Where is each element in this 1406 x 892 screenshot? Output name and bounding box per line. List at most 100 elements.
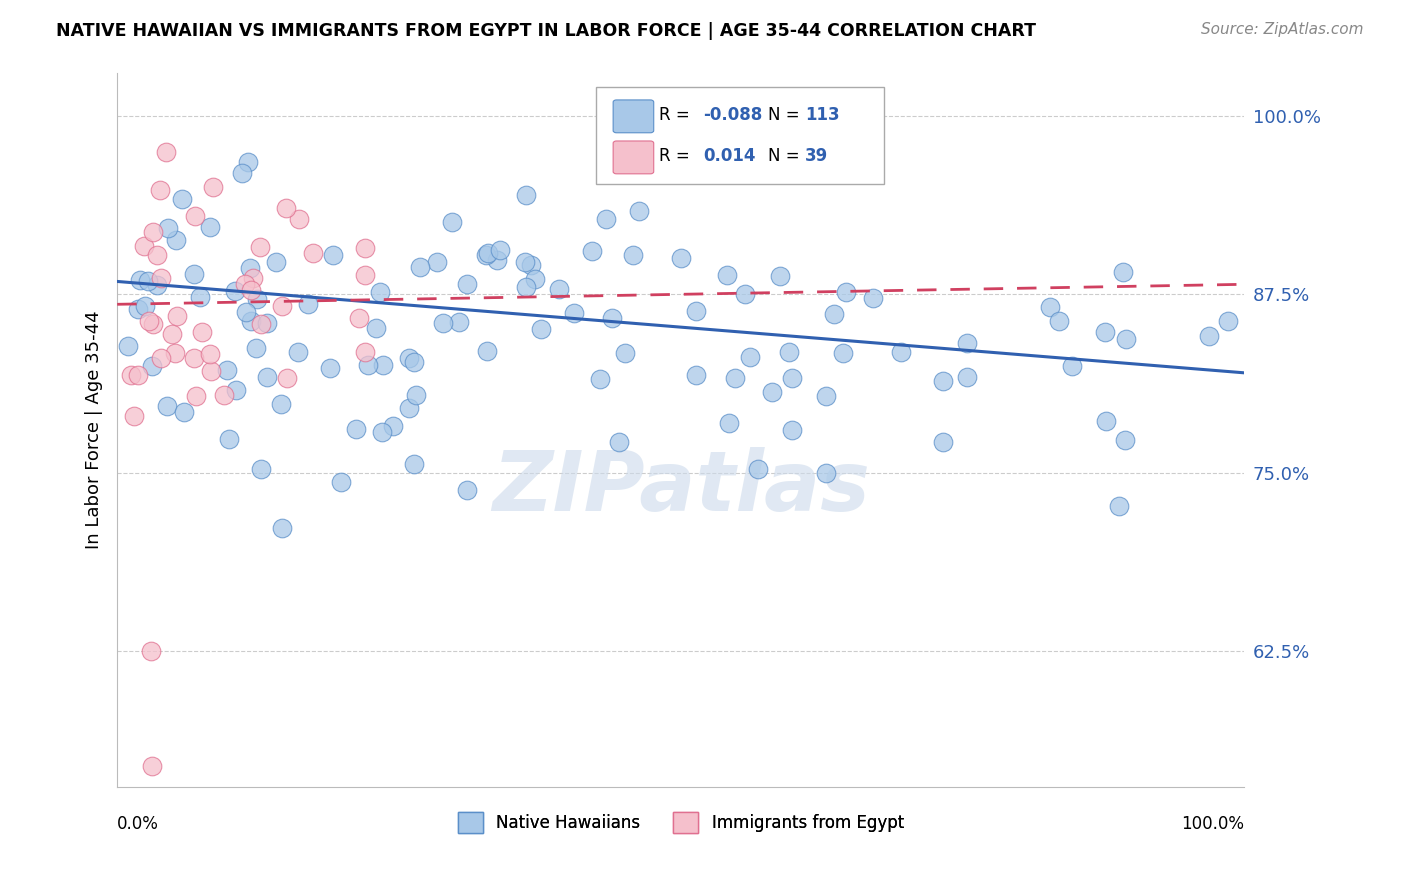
Point bbox=[138, 314, 160, 328]
Point bbox=[198, 347, 221, 361]
Point bbox=[183, 351, 205, 365]
Point bbox=[581, 244, 603, 259]
Point bbox=[614, 345, 637, 359]
Point bbox=[117, 339, 139, 353]
Point bbox=[717, 417, 740, 431]
Point bbox=[186, 389, 208, 403]
FancyBboxPatch shape bbox=[613, 141, 654, 174]
Text: 100.0%: 100.0% bbox=[1181, 815, 1244, 833]
Point bbox=[242, 271, 264, 285]
Point bbox=[782, 371, 804, 385]
Point bbox=[354, 268, 377, 282]
Point bbox=[382, 419, 405, 434]
Point bbox=[231, 166, 253, 180]
Text: R =: R = bbox=[659, 106, 696, 124]
Point bbox=[524, 271, 547, 285]
Point bbox=[515, 279, 537, 293]
Point bbox=[426, 255, 449, 269]
Point bbox=[398, 401, 420, 416]
Point bbox=[1094, 326, 1116, 340]
Point bbox=[240, 314, 263, 328]
Point bbox=[136, 274, 159, 288]
Point bbox=[368, 285, 391, 299]
Point bbox=[129, 273, 152, 287]
Point bbox=[547, 282, 569, 296]
Point bbox=[287, 211, 309, 226]
Point bbox=[562, 306, 585, 320]
Point bbox=[149, 271, 172, 285]
Point bbox=[515, 187, 537, 202]
Point bbox=[200, 219, 222, 234]
Point bbox=[609, 434, 631, 449]
Point bbox=[778, 345, 800, 359]
Point bbox=[249, 317, 271, 331]
Point bbox=[217, 362, 239, 376]
Point bbox=[149, 183, 172, 197]
Point bbox=[173, 405, 195, 419]
Point bbox=[354, 344, 377, 359]
Point bbox=[150, 351, 173, 365]
Text: 39: 39 bbox=[804, 147, 828, 165]
Point bbox=[134, 299, 156, 313]
Point bbox=[589, 372, 612, 386]
Point bbox=[814, 466, 837, 480]
Point bbox=[780, 423, 803, 437]
Point bbox=[1114, 433, 1136, 447]
Text: NATIVE HAWAIIAN VS IMMIGRANTS FROM EGYPT IN LABOR FORCE | AGE 35-44 CORRELATION : NATIVE HAWAIIAN VS IMMIGRANTS FROM EGYPT… bbox=[56, 22, 1036, 40]
Point bbox=[402, 457, 425, 471]
Point bbox=[344, 422, 367, 436]
Point bbox=[1108, 499, 1130, 513]
Point bbox=[956, 336, 979, 351]
Point bbox=[139, 644, 162, 658]
Point bbox=[685, 368, 707, 382]
Point bbox=[236, 155, 259, 169]
Point bbox=[955, 370, 977, 384]
Point bbox=[120, 368, 142, 383]
Point bbox=[513, 255, 536, 269]
Point bbox=[157, 221, 180, 235]
Point bbox=[371, 425, 394, 439]
Point bbox=[322, 248, 344, 262]
Point bbox=[256, 316, 278, 330]
Text: 0.014: 0.014 bbox=[703, 147, 756, 165]
Point bbox=[761, 384, 783, 399]
Point bbox=[142, 317, 165, 331]
Point bbox=[287, 345, 309, 359]
Point bbox=[740, 351, 762, 365]
Point bbox=[183, 267, 205, 281]
Point bbox=[349, 310, 371, 325]
Point bbox=[124, 409, 146, 423]
Point bbox=[271, 299, 294, 313]
Point bbox=[270, 521, 292, 535]
Point bbox=[815, 389, 838, 403]
Point bbox=[475, 344, 498, 359]
Point bbox=[1112, 265, 1135, 279]
Point bbox=[747, 462, 769, 476]
Point bbox=[832, 346, 855, 360]
Point bbox=[141, 758, 163, 772]
Point bbox=[1047, 313, 1070, 327]
Point bbox=[432, 316, 454, 330]
Point bbox=[270, 397, 292, 411]
Point bbox=[373, 358, 395, 372]
Point bbox=[595, 212, 617, 227]
Point bbox=[671, 251, 693, 265]
Point bbox=[201, 180, 224, 194]
Point bbox=[621, 248, 644, 262]
Text: 0.0%: 0.0% bbox=[117, 815, 159, 833]
Point bbox=[170, 192, 193, 206]
Point bbox=[330, 475, 353, 489]
Point bbox=[141, 225, 163, 239]
Point bbox=[456, 277, 478, 291]
Text: Source: ZipAtlas.com: Source: ZipAtlas.com bbox=[1201, 22, 1364, 37]
Legend: Native Hawaiians, Immigrants from Egypt: Native Hawaiians, Immigrants from Egypt bbox=[451, 805, 911, 839]
Point bbox=[1060, 359, 1083, 374]
Point bbox=[212, 388, 235, 402]
Point bbox=[890, 345, 912, 359]
Point bbox=[239, 261, 262, 276]
Point bbox=[155, 145, 177, 160]
Point bbox=[520, 258, 543, 272]
Point bbox=[156, 399, 179, 413]
Point bbox=[716, 268, 738, 282]
Text: -0.088: -0.088 bbox=[703, 106, 762, 124]
